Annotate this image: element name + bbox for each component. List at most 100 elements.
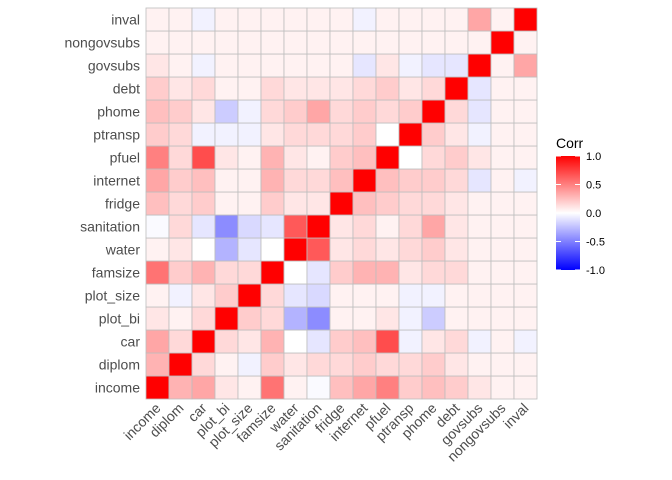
y-tick-label-govsubs: govsubs (88, 58, 140, 74)
heatmap-cell-debt-plot_size (237, 76, 262, 101)
heatmap-cell-ptransp-govsubs (467, 122, 492, 147)
heatmap-cell-ptransp-nongovsubs (490, 122, 515, 147)
heatmap-cell-car-debt (444, 329, 469, 354)
y-axis-tick-labels: income diplom car plot_bi plot_size famsize wa… (64, 12, 140, 396)
heatmap-cell-car-plot_size (237, 329, 262, 354)
y-tick-label-car: car (121, 334, 141, 350)
heatmap-cell-diplom-plot_size (237, 352, 262, 377)
heatmap-cell-govsubs-govsubs (467, 53, 492, 78)
heatmap-cell-sanitation-famsize (260, 214, 285, 239)
heatmap-cell-pfuel-plot_size (237, 145, 262, 170)
heatmap-cell-ptransp-diplom (168, 122, 193, 147)
heatmap-cell-govsubs-plot_bi (214, 53, 239, 78)
heatmap-cell-diplom-income (145, 352, 170, 377)
heatmap-cell-internet-nongovsubs (490, 168, 515, 193)
heatmap-cell-debt-income (145, 76, 170, 101)
heatmap-cell-plot_size-water (283, 283, 308, 308)
heatmap-cell-internet-plot_size (237, 168, 262, 193)
heatmap-cell-sanitation-nongovsubs (490, 214, 515, 239)
heatmap-cell-ptransp-inval (513, 122, 538, 147)
heatmap-cell-ptransp-income (145, 122, 170, 147)
heatmap-cell-ptransp-water (283, 122, 308, 147)
heatmap-cell-water-ptransp (398, 237, 423, 262)
heatmap-cell-fridge-famsize (260, 191, 285, 216)
heatmap-cell-water-diplom (168, 237, 193, 262)
heatmap-cell-internet-plot_bi (214, 168, 239, 193)
heatmap-cell-diplom-water (283, 352, 308, 377)
heatmap-cell-water-famsize (260, 237, 285, 262)
heatmap-cell-water-plot_size (237, 237, 262, 262)
heatmap-cell-fridge-govsubs (467, 191, 492, 216)
heatmap-cell-famsize-plot_size (237, 260, 262, 285)
heatmap-cell-pfuel-nongovsubs (490, 145, 515, 170)
heatmap-cell-diplom-internet (352, 352, 377, 377)
heatmap-cell-inval-car (191, 7, 216, 32)
heatmap-cell-fridge-plot_bi (214, 191, 239, 216)
heatmap-cell-govsubs-inval (513, 53, 538, 78)
heatmap-cell-famsize-car (191, 260, 216, 285)
heatmap-cell-plot_bi-phome (421, 306, 446, 331)
heatmap-cell-phome-famsize (260, 99, 285, 124)
y-tick-label-income: income (95, 380, 140, 396)
heatmap-cell-pfuel-debt (444, 145, 469, 170)
heatmap-cells (145, 7, 538, 400)
heatmap-cell-pfuel-famsize (260, 145, 285, 170)
heatmap-cell-fridge-sanitation (306, 191, 331, 216)
heatmap-cell-inval-internet (352, 7, 377, 32)
heatmap-cell-nongovsubs-fridge (329, 30, 354, 55)
heatmap-cell-ptransp-famsize (260, 122, 285, 147)
heatmap-cell-sanitation-plot_size (237, 214, 262, 239)
heatmap-cell-income-diplom (168, 375, 193, 400)
heatmap-cell-phome-inval (513, 99, 538, 124)
heatmap-cell-ptransp-internet (352, 122, 377, 147)
heatmap-cell-sanitation-debt (444, 214, 469, 239)
heatmap-cell-income-internet (352, 375, 377, 400)
heatmap-cell-pfuel-ptransp (398, 145, 423, 170)
heatmap-cell-govsubs-car (191, 53, 216, 78)
heatmap-cell-income-pfuel (375, 375, 400, 400)
heatmap-cell-govsubs-famsize (260, 53, 285, 78)
heatmap-cell-famsize-plot_bi (214, 260, 239, 285)
heatmap-cell-sanitation-sanitation (306, 214, 331, 239)
heatmap-cell-income-plot_bi (214, 375, 239, 400)
heatmap-cell-pfuel-income (145, 145, 170, 170)
heatmap-cell-debt-sanitation (306, 76, 331, 101)
heatmap-cell-plot_size-diplom (168, 283, 193, 308)
heatmap-cell-sanitation-fridge (329, 214, 354, 239)
heatmap-cell-plot_bi-income (145, 306, 170, 331)
heatmap-cell-phome-internet (352, 99, 377, 124)
heatmap-cell-debt-pfuel (375, 76, 400, 101)
heatmap-cell-ptransp-phome (421, 122, 446, 147)
heatmap-cell-income-plot_size (237, 375, 262, 400)
heatmap-cell-car-inval (513, 329, 538, 354)
heatmap-cell-internet-pfuel (375, 168, 400, 193)
heatmap-cell-debt-famsize (260, 76, 285, 101)
heatmap-cell-income-famsize (260, 375, 285, 400)
heatmap-cell-water-sanitation (306, 237, 331, 262)
heatmap-cell-sanitation-pfuel (375, 214, 400, 239)
heatmap-cell-plot_bi-inval (513, 306, 538, 331)
legend-tick-label: 0.5 (586, 180, 601, 192)
heatmap-cell-phome-phome (421, 99, 446, 124)
heatmap-cell-sanitation-govsubs (467, 214, 492, 239)
heatmap-cell-internet-sanitation (306, 168, 331, 193)
heatmap-cell-plot_size-internet (352, 283, 377, 308)
heatmap-cell-income-fridge (329, 375, 354, 400)
heatmap-cell-fridge-fridge (329, 191, 354, 216)
heatmap-cell-car-sanitation (306, 329, 331, 354)
heatmap-cell-nongovsubs-inval (513, 30, 538, 55)
heatmap-cell-ptransp-car (191, 122, 216, 147)
heatmap-cell-water-car (191, 237, 216, 262)
heatmap-cell-famsize-famsize (260, 260, 285, 285)
heatmap-cell-internet-internet (352, 168, 377, 193)
heatmap-cell-phome-fridge (329, 99, 354, 124)
heatmap-cell-water-debt (444, 237, 469, 262)
y-tick-label-inval: inval (111, 12, 140, 28)
heatmap-cell-nongovsubs-pfuel (375, 30, 400, 55)
legend-tick-label: -1.0 (586, 265, 605, 277)
heatmap-cell-plot_size-inval (513, 283, 538, 308)
heatmap-cell-diplom-famsize (260, 352, 285, 377)
heatmap-cell-plot_bi-fridge (329, 306, 354, 331)
heatmap-cell-car-fridge (329, 329, 354, 354)
heatmap-cell-fridge-plot_size (237, 191, 262, 216)
